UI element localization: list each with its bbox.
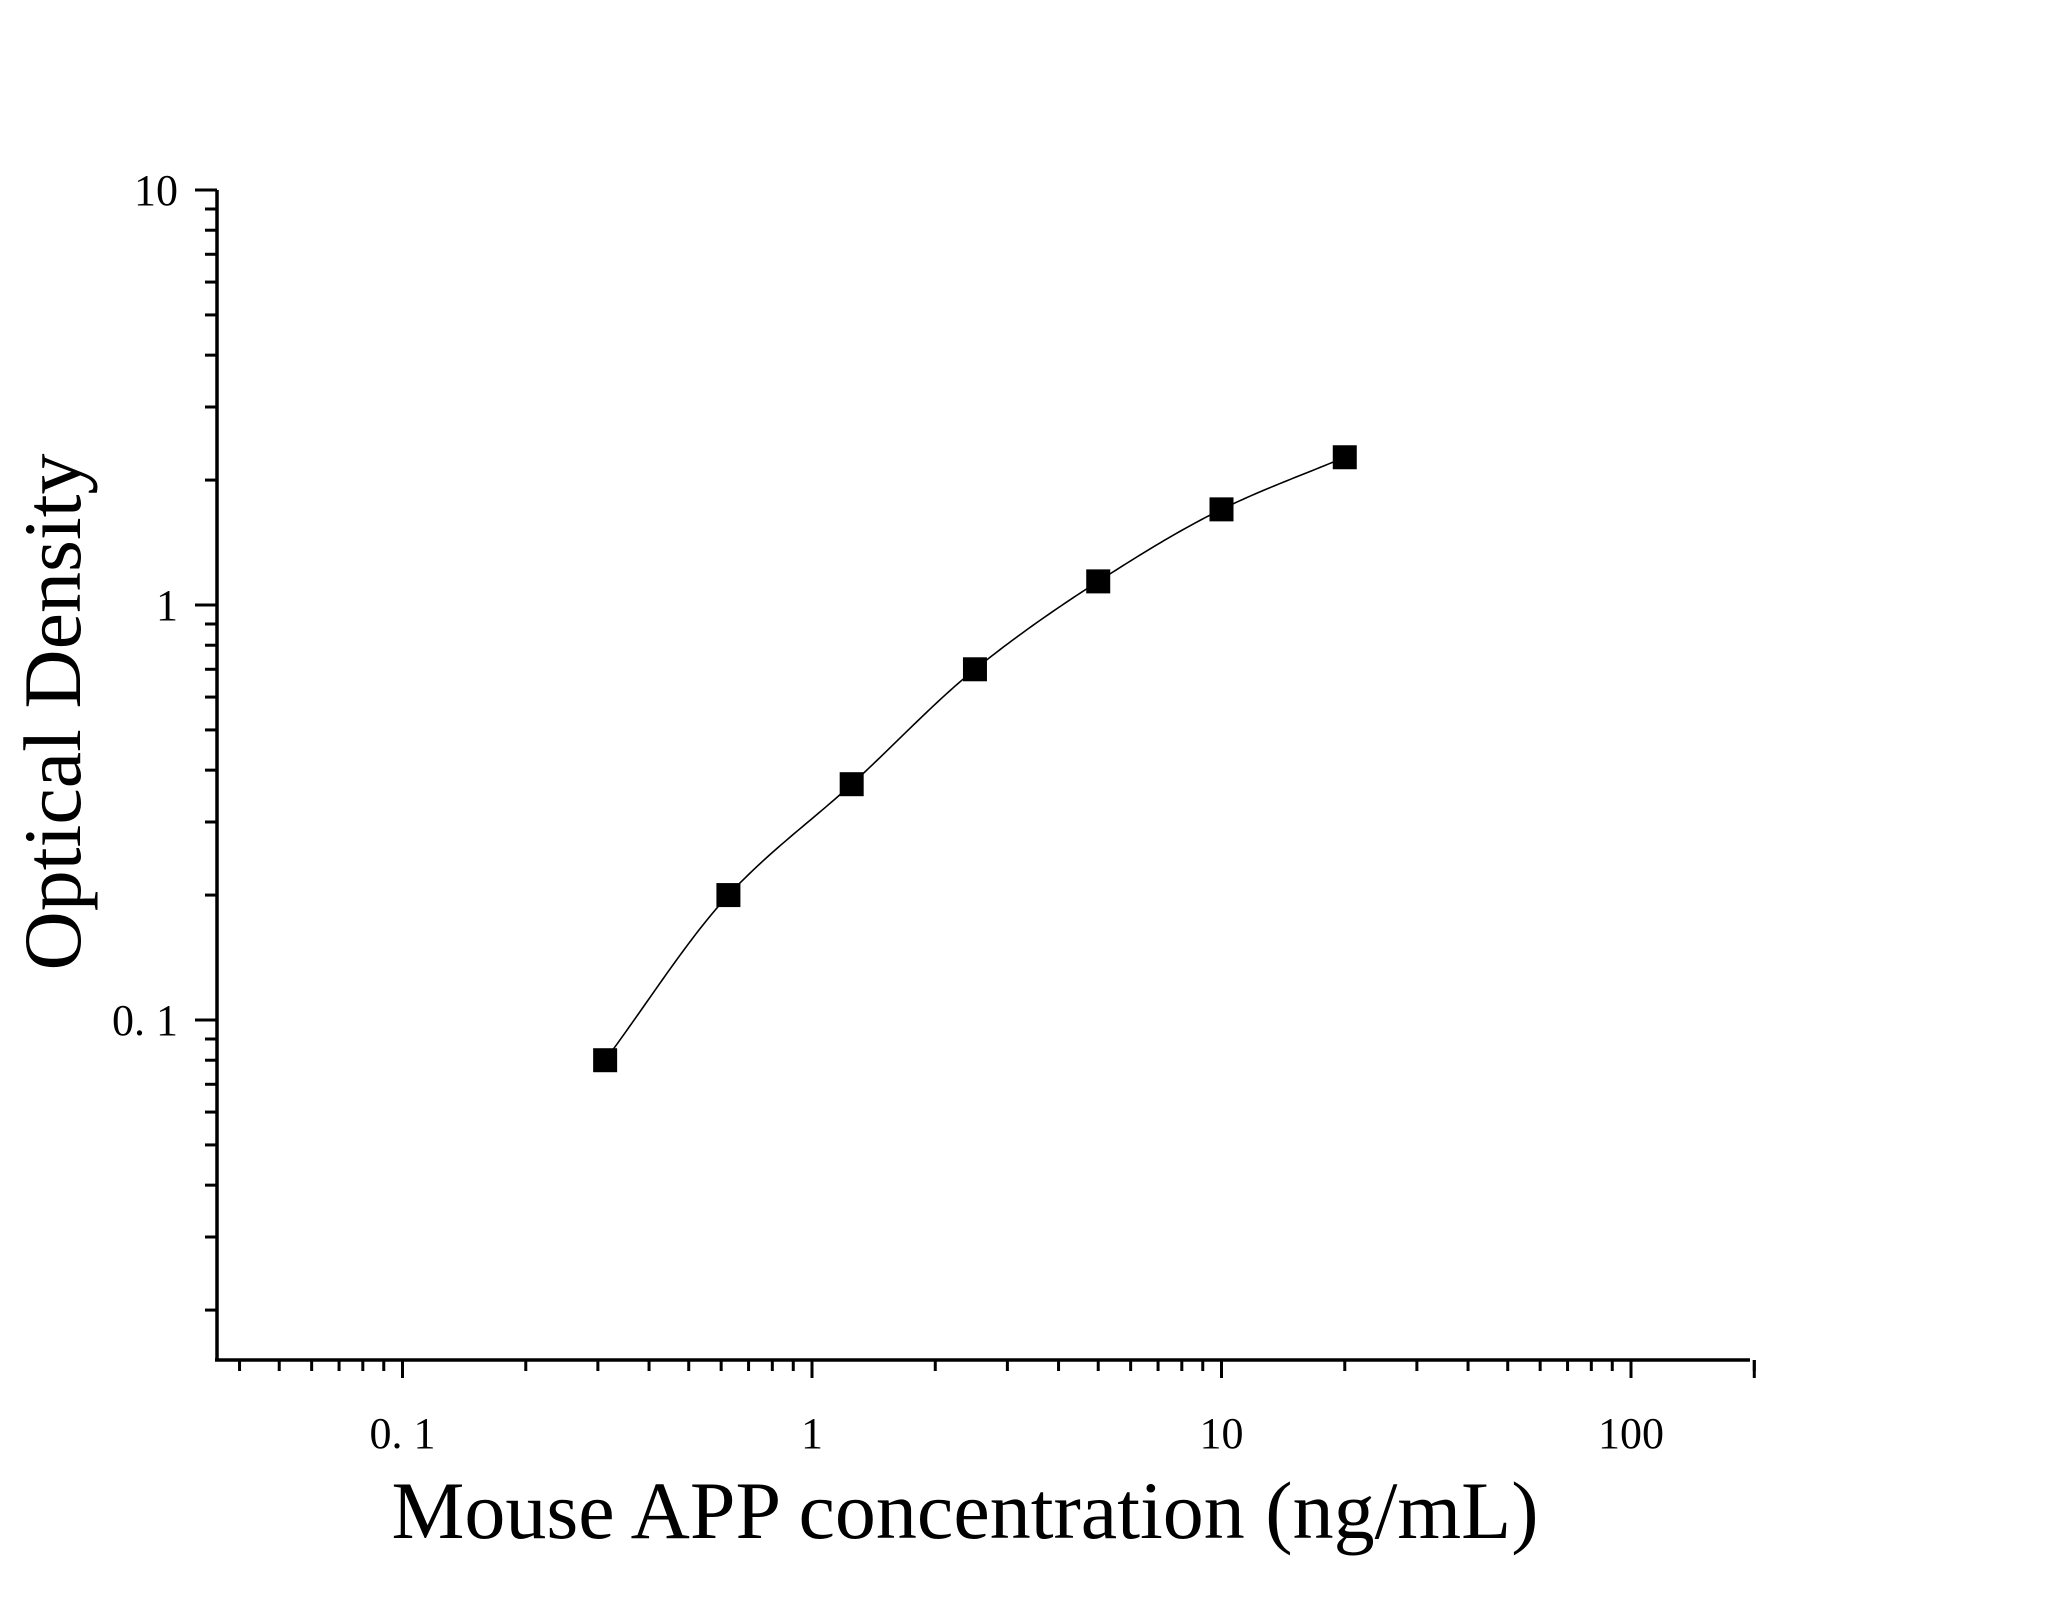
x-axis-title: Mouse APP concentration (ng/mL) bbox=[391, 1465, 1538, 1556]
y-axis-ticks bbox=[195, 188, 217, 1312]
y-tick-label: 10 bbox=[134, 166, 178, 215]
data-point-marker bbox=[593, 1048, 618, 1073]
data-points bbox=[593, 445, 1357, 1073]
y-axis-tick-labels: 10 1 0. 1 bbox=[112, 166, 178, 1045]
data-point-marker bbox=[1209, 497, 1234, 522]
y-tick-label: 1 bbox=[156, 581, 178, 630]
x-tick-label: 10 bbox=[1200, 1409, 1244, 1458]
data-point-marker bbox=[1086, 569, 1111, 594]
y-axis-title: Optical Density bbox=[7, 454, 98, 971]
fit-curve bbox=[604, 456, 1346, 1061]
x-tick-label: 100 bbox=[1598, 1409, 1664, 1458]
data-point-marker bbox=[716, 883, 741, 908]
x-tick-label: 0. 1 bbox=[370, 1409, 436, 1458]
axes bbox=[215, 190, 1750, 1362]
x-axis-tick-labels: 0. 1 1 10 100 bbox=[370, 1409, 1665, 1458]
x-axis-ticks bbox=[238, 1360, 1756, 1378]
data-point-marker bbox=[962, 657, 987, 682]
y-tick-label: 0. 1 bbox=[112, 996, 178, 1045]
data-point-marker bbox=[839, 772, 864, 797]
data-point-marker bbox=[1332, 445, 1357, 470]
x-tick-label: 1 bbox=[801, 1409, 823, 1458]
